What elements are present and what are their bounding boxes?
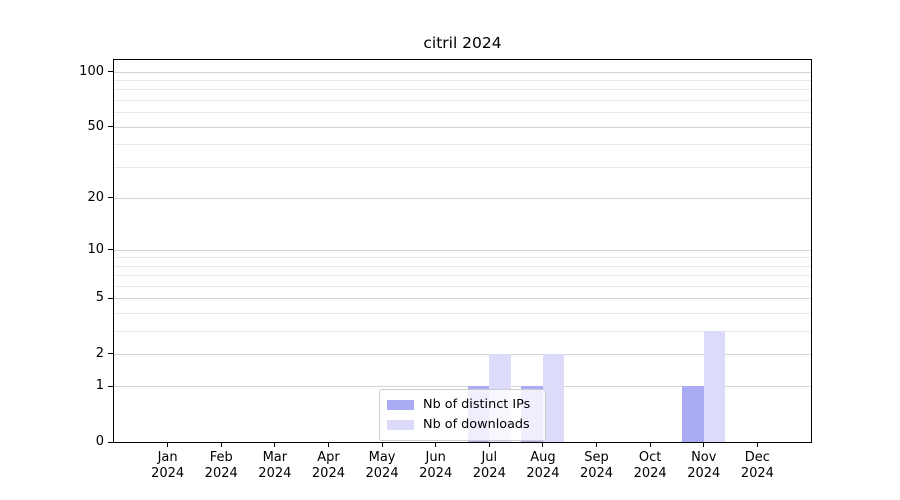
x-tick-label-year: 2024	[740, 466, 774, 481]
x-tick-label-month: Nov	[691, 450, 717, 465]
legend-label-downloads: Nb of downloads	[423, 417, 530, 433]
x-tick-label-year: 2024	[151, 466, 185, 481]
x-tick-label: May 2024	[354, 450, 410, 482]
x-tick-label-year: 2024	[204, 466, 238, 481]
y-tick-mark	[108, 126, 113, 128]
x-tick-label-month: Apr	[317, 450, 340, 465]
y-tick-label: 20	[87, 189, 104, 205]
major-gridline	[114, 386, 811, 388]
x-tick-mark	[649, 443, 651, 447]
y-tick-label: 5	[95, 290, 104, 306]
x-tick-label-month: Sep	[584, 450, 609, 465]
x-tick-label-year: 2024	[633, 466, 667, 481]
x-tick-label: Mar 2024	[247, 450, 303, 482]
y-tick-mark	[108, 385, 113, 387]
x-tick-mark	[488, 443, 490, 447]
x-tick-mark	[381, 443, 383, 447]
minor-gridline	[114, 166, 811, 168]
y-tick-mark	[108, 441, 113, 443]
x-tick-label-month: Aug	[530, 450, 556, 465]
y-tick-label: 2	[95, 345, 104, 361]
major-gridline	[114, 298, 811, 300]
x-tick-label-month: Mar	[262, 450, 288, 465]
bar-downloads-aug	[542, 353, 565, 442]
x-tick-label-year: 2024	[365, 466, 399, 481]
x-tick-mark	[756, 443, 758, 447]
x-tick-mark	[542, 443, 544, 447]
x-tick-label-month: Dec	[744, 450, 770, 465]
minor-gridline	[114, 275, 811, 277]
legend-swatch-downloads	[387, 420, 414, 431]
x-tick-label: Sep 2024	[569, 450, 625, 482]
legend-entry-distinct-ips: Nb of distinct IPs	[387, 397, 538, 413]
x-tick-label-month: May	[368, 450, 396, 465]
x-tick-label: Aug 2024	[515, 450, 571, 482]
bar-downloads-nov	[703, 330, 726, 442]
legend-entry-downloads: Nb of downloads	[387, 417, 538, 433]
major-gridline	[114, 249, 811, 251]
x-tick-mark	[435, 443, 437, 447]
minor-gridline	[114, 330, 811, 332]
minor-gridline	[114, 112, 811, 114]
x-tick-label: Jul 2024	[461, 450, 517, 482]
x-tick-label-month: Feb	[209, 450, 233, 465]
legend: Nb of distinct IPs Nb of downloads	[379, 389, 546, 441]
x-tick-label-year: 2024	[258, 466, 292, 481]
y-tick-mark	[108, 249, 113, 251]
x-tick-mark	[596, 443, 598, 447]
x-tick-label: Oct 2024	[622, 450, 678, 482]
x-tick-mark	[327, 443, 329, 447]
x-tick-label: Apr 2024	[300, 450, 356, 482]
plot-area	[113, 59, 812, 443]
y-tick-mark	[108, 353, 113, 355]
x-tick-label-year: 2024	[687, 466, 721, 481]
y-tick-label: 10	[87, 241, 104, 257]
x-tick-label: Nov 2024	[676, 450, 732, 482]
x-tick-label-year: 2024	[579, 466, 614, 481]
minor-gridline	[114, 144, 811, 146]
minor-gridline	[114, 257, 811, 259]
y-tick-label: 0	[95, 434, 104, 449]
y-tick-label: 100	[79, 63, 104, 79]
x-tick-label-month: Jan	[157, 450, 178, 465]
y-tick-mark	[108, 197, 113, 199]
x-tick-mark	[220, 443, 222, 447]
chart-title: citril 2024	[423, 34, 502, 52]
minor-gridline	[114, 80, 811, 82]
major-gridline	[114, 71, 811, 73]
legend-label-distinct-ips: Nb of distinct IPs	[423, 396, 531, 412]
major-gridline	[114, 197, 811, 199]
x-tick-label: Jun 2024	[408, 450, 464, 482]
minor-gridline	[114, 265, 811, 267]
x-tick-label-month: Jul	[481, 450, 498, 465]
x-tick-label-year: 2024	[311, 466, 345, 481]
x-tick-label-year: 2024	[526, 466, 560, 481]
x-tick-label-year: 2024	[419, 466, 453, 481]
minor-gridline	[114, 312, 811, 314]
x-tick-label: Feb 2024	[193, 450, 249, 482]
major-gridline	[114, 126, 811, 128]
x-tick-mark	[167, 443, 169, 447]
x-tick-label-year: 2024	[472, 466, 506, 481]
y-tick-mark	[108, 71, 113, 73]
y-tick-label: 50	[87, 118, 104, 134]
x-tick-label-month: Oct	[638, 450, 662, 465]
y-tick-mark	[108, 297, 113, 299]
minor-gridline	[114, 285, 811, 287]
x-tick-mark	[703, 443, 705, 447]
legend-swatch-distinct-ips	[387, 399, 414, 410]
x-tick-label-month: Jun	[425, 450, 446, 465]
minor-gridline	[114, 100, 811, 102]
bar-distinct-ips-nov	[682, 386, 704, 442]
major-gridline	[114, 353, 811, 355]
y-tick-label: 1	[95, 378, 104, 394]
x-tick-label: Dec 2024	[729, 450, 785, 482]
minor-gridline	[114, 89, 811, 91]
x-tick-mark	[274, 443, 276, 447]
x-tick-label: Jan 2024	[140, 450, 196, 482]
